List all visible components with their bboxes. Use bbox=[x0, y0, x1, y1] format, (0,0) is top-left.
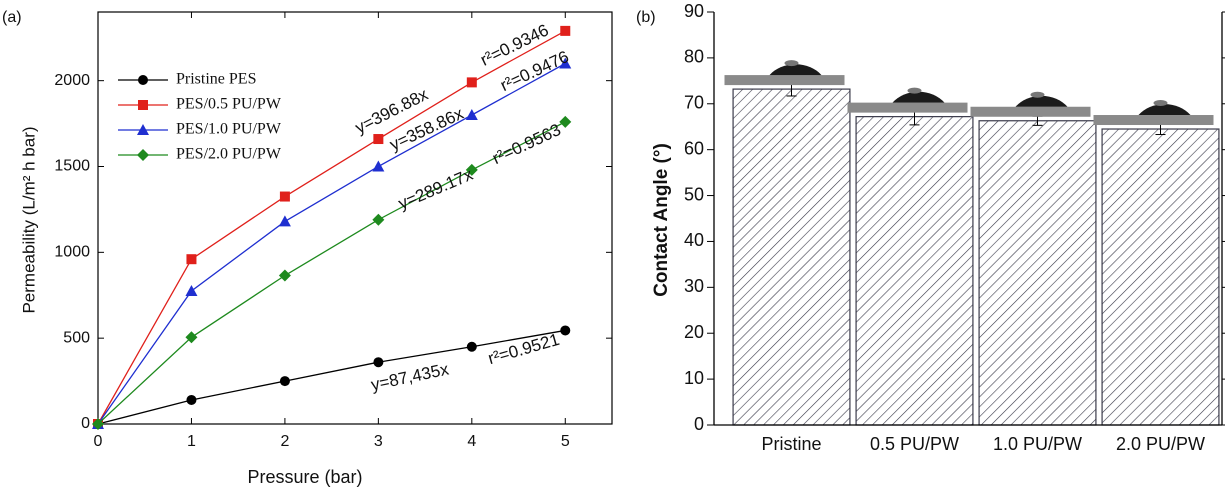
y-tick-label: 10 bbox=[684, 368, 704, 388]
x-tick-label: 4 bbox=[467, 433, 476, 450]
marker bbox=[278, 215, 291, 227]
y-tick-label: 2000 bbox=[54, 72, 90, 89]
marker bbox=[92, 418, 104, 430]
marker bbox=[559, 57, 572, 69]
bar bbox=[978, 120, 1097, 426]
marker bbox=[465, 163, 478, 176]
marker bbox=[185, 284, 198, 296]
marker bbox=[560, 25, 571, 36]
marker bbox=[186, 254, 197, 265]
droplet-image bbox=[1153, 100, 1168, 107]
data-line bbox=[97, 329, 566, 425]
bar bbox=[732, 88, 851, 426]
marker bbox=[186, 394, 197, 405]
marker bbox=[466, 341, 477, 352]
x-tick-label: Pristine bbox=[761, 434, 821, 454]
x-tick-label: 2.0 PU/PW bbox=[1116, 434, 1205, 454]
x-tick-label: 0.5 PU/PW bbox=[870, 434, 959, 454]
droplet-image bbox=[769, 64, 822, 76]
x-tick-label: 0 bbox=[94, 433, 103, 450]
droplet-image bbox=[907, 87, 922, 94]
y-tick-label: 0 bbox=[694, 414, 704, 434]
marker bbox=[559, 115, 572, 128]
plot-frame bbox=[97, 11, 613, 425]
x-tick-label: 1 bbox=[187, 433, 196, 450]
marker bbox=[279, 376, 290, 387]
marker bbox=[138, 75, 148, 85]
marker bbox=[560, 325, 571, 336]
droplet-image bbox=[970, 106, 1091, 117]
y-axis-label: Contact Angle (°) bbox=[651, 143, 672, 297]
legend-label: PES/1.0 PU/PW bbox=[176, 121, 282, 138]
y-tick-label: 30 bbox=[684, 276, 704, 296]
annotation: y=289.17x bbox=[396, 165, 477, 214]
droplet-image bbox=[1093, 115, 1214, 126]
y-tick-label: 60 bbox=[684, 138, 704, 158]
marker bbox=[465, 109, 478, 120]
legend-label: PES/2.0 PU/PW bbox=[176, 146, 282, 163]
x-axis-label: Pressure (bar) bbox=[247, 467, 362, 487]
marker bbox=[137, 149, 149, 161]
bar bbox=[855, 116, 974, 426]
y-tick-label: 1500 bbox=[54, 158, 90, 175]
droplet-image bbox=[724, 75, 845, 86]
droplet-image bbox=[1030, 91, 1045, 98]
droplet-image bbox=[847, 102, 968, 113]
droplet-image bbox=[784, 60, 799, 67]
y-tick-label: 50 bbox=[684, 184, 704, 204]
data-line bbox=[97, 121, 566, 425]
marker bbox=[137, 124, 149, 135]
panel-label: (a) bbox=[2, 9, 22, 26]
data-line bbox=[97, 62, 566, 425]
annotation: r²=0.9563 bbox=[489, 120, 563, 168]
y-tick-label: 90 bbox=[684, 1, 704, 21]
marker bbox=[372, 213, 385, 226]
legend-label: Pristine PES bbox=[176, 71, 256, 88]
marker bbox=[373, 357, 384, 368]
y-tick-label: 500 bbox=[63, 329, 90, 346]
x-tick-label: 1.0 PU/PW bbox=[993, 434, 1082, 454]
y-axis-label: Permeability (L/m² h bar) bbox=[19, 126, 38, 313]
x-tick-label: 2 bbox=[280, 433, 289, 450]
marker bbox=[185, 331, 198, 344]
y-tick-label: 40 bbox=[684, 230, 704, 250]
legend-label: PES/0.5 PU/PW bbox=[176, 96, 282, 113]
marker bbox=[466, 77, 477, 88]
marker bbox=[138, 100, 148, 110]
marker bbox=[373, 134, 384, 145]
droplet-image bbox=[1138, 104, 1191, 116]
droplet-image bbox=[892, 91, 945, 103]
panel-label: (b) bbox=[636, 9, 656, 26]
y-tick-label: 0 bbox=[81, 415, 90, 432]
y-tick-label: 20 bbox=[684, 322, 704, 342]
y-tick-label: 80 bbox=[684, 47, 704, 67]
x-tick-label: 3 bbox=[374, 433, 383, 450]
marker bbox=[278, 269, 291, 282]
droplet-image bbox=[1015, 95, 1068, 107]
bar bbox=[1101, 128, 1220, 426]
marker bbox=[372, 160, 385, 172]
marker bbox=[279, 191, 290, 202]
annotation: r²=0.9521 bbox=[486, 330, 562, 368]
y-tick-label: 1000 bbox=[54, 244, 90, 261]
data-line bbox=[97, 30, 566, 425]
y-tick-label: 70 bbox=[684, 93, 704, 113]
x-tick-label: 5 bbox=[561, 433, 570, 450]
